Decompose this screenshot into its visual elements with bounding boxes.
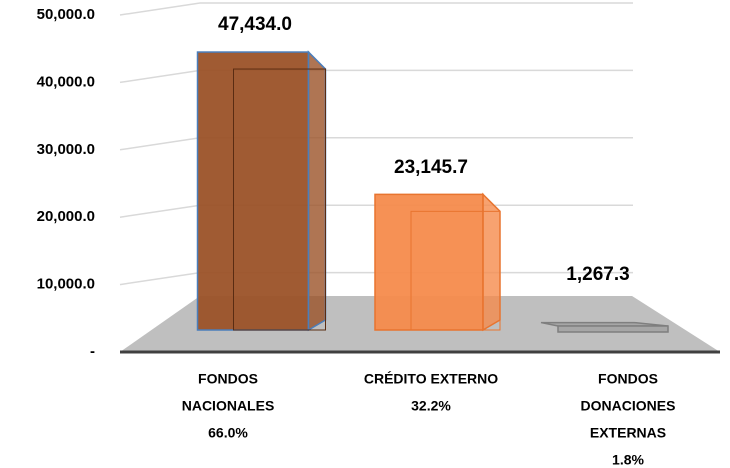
bar: [374, 193, 484, 331]
x-tick-label: 66.0%: [208, 425, 248, 441]
grid-line: [119, 2, 633, 16]
value-label: 1,267.3: [566, 264, 629, 285]
x-tick-label: NACIONALES: [182, 398, 275, 414]
bar: [196, 51, 310, 331]
bar-side: [307, 50, 327, 332]
y-tick-label: 10,000.0: [37, 276, 95, 293]
x-tick-label: 32.2%: [411, 398, 451, 414]
x-tick-label: DONACIONES: [581, 398, 676, 414]
bar-back: [410, 210, 501, 331]
y-tick-label: 20,000.0: [37, 208, 95, 225]
y-tick-label: 30,000.0: [37, 141, 95, 158]
value-label: 23,145.7: [394, 157, 468, 178]
value-label: 47,434.0: [218, 14, 292, 35]
y-tick-label: 40,000.0: [37, 73, 95, 90]
x-tick-label: CRÉDITO EXTERNO: [364, 371, 498, 387]
x-tick-label: FONDOS: [598, 371, 658, 387]
x-tick-label: 1.8%: [612, 452, 644, 468]
bar-side: [482, 192, 501, 332]
x-tick-label: FONDOS: [198, 371, 258, 387]
y-tick-label: -: [90, 343, 95, 360]
bar-back: [233, 68, 326, 331]
x-tick-label: EXTERNAS: [590, 425, 666, 441]
y-tick-label: 50,000.0: [37, 6, 95, 23]
bar: [557, 325, 669, 333]
